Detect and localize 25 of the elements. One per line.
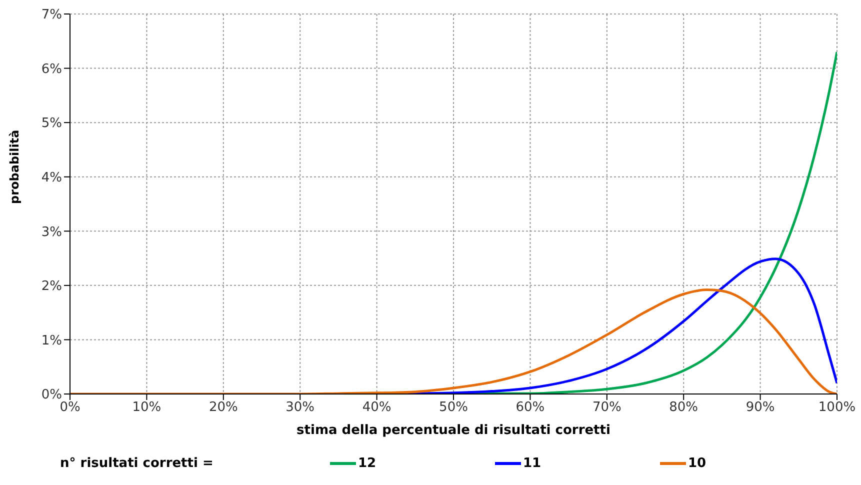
x-tick-label: 60% <box>516 400 545 416</box>
y-tick-label: 5% <box>41 116 62 132</box>
y-tick-label: 2% <box>41 279 62 294</box>
x-tick-label: 70% <box>592 400 622 416</box>
legend-label: 12 <box>358 456 376 471</box>
x-tick-label: 20% <box>208 400 238 416</box>
y-tick-label: 0% <box>41 388 62 403</box>
x-tick-label: 10% <box>132 400 162 416</box>
legend-label: 11 <box>523 456 542 471</box>
y-tick-label: 6% <box>41 62 62 77</box>
legend-label: 10 <box>688 456 706 471</box>
x-tick-label: 50% <box>439 400 468 416</box>
x-axis-title: stima della percentuale di risultati corretti <box>296 423 610 438</box>
x-tick-label: 0% <box>60 400 80 416</box>
legend-title: n° risultati corretti = <box>59 456 214 471</box>
x-tick-label: 30% <box>286 400 315 416</box>
y-tick-label: 4% <box>41 170 62 186</box>
x-tick-label: 40% <box>362 400 392 416</box>
y-tick-label: 1% <box>41 333 62 348</box>
y-tick-label: 3% <box>41 224 62 240</box>
x-tick-label: 80% <box>669 400 698 416</box>
x-tick-label: 100% <box>818 400 856 416</box>
x-tick-label: 90% <box>746 400 775 416</box>
y-tick-label: 7% <box>41 8 62 23</box>
y-axis-title: probabilità <box>7 130 22 204</box>
